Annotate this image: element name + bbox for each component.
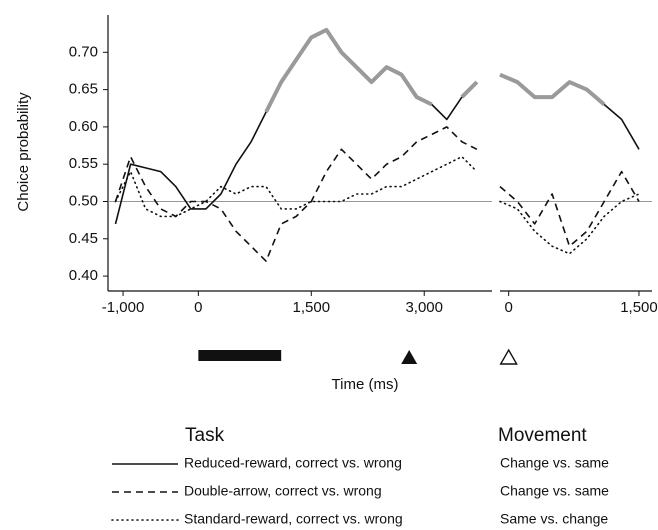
series-line <box>603 103 640 150</box>
x-tick-label: 3,000 <box>405 299 443 316</box>
x-tick-label: 1,500 <box>620 299 658 316</box>
x-tick-label: 0 <box>505 299 513 316</box>
y-tick-label: 0.55 <box>69 155 98 172</box>
legend-movement: Change vs. same <box>500 483 609 499</box>
y-axis-label: Choice probability <box>15 92 32 212</box>
legend-title: Movement <box>498 425 587 446</box>
y-tick-label: 0.45 <box>69 230 98 247</box>
y-tick-label: 0.40 <box>69 267 98 284</box>
target-marker <box>401 350 418 364</box>
x-tick-label: 1,500 <box>293 299 331 316</box>
x-axis-label: Time (ms) <box>332 376 399 393</box>
legend-label: Reduced-reward, correct vs. wrong <box>184 455 402 471</box>
series-line <box>499 72 606 107</box>
y-tick-label: 0.60 <box>69 118 98 135</box>
cue-bar <box>198 350 282 361</box>
series-line <box>499 170 640 247</box>
movement-marker <box>499 348 518 365</box>
y-tick-label: 0.65 <box>69 81 98 98</box>
x-tick-label: 0 <box>194 299 202 316</box>
x-tick-label: -1,000 <box>102 299 145 316</box>
series-line <box>114 96 463 225</box>
series-line <box>114 126 478 262</box>
series-line <box>264 27 479 113</box>
y-tick-label: 0.50 <box>69 192 98 209</box>
legend-movement: Same vs. change <box>500 511 608 527</box>
legend-label: Double-arrow, correct vs. wrong <box>184 483 382 499</box>
legend-label: Standard-reward, correct vs. wrong <box>184 511 403 527</box>
series-line <box>499 193 640 255</box>
legend-title: Task <box>185 425 225 446</box>
y-tick-label: 0.70 <box>69 43 98 60</box>
legend-movement: Change vs. same <box>500 455 609 471</box>
series-line <box>114 155 478 218</box>
